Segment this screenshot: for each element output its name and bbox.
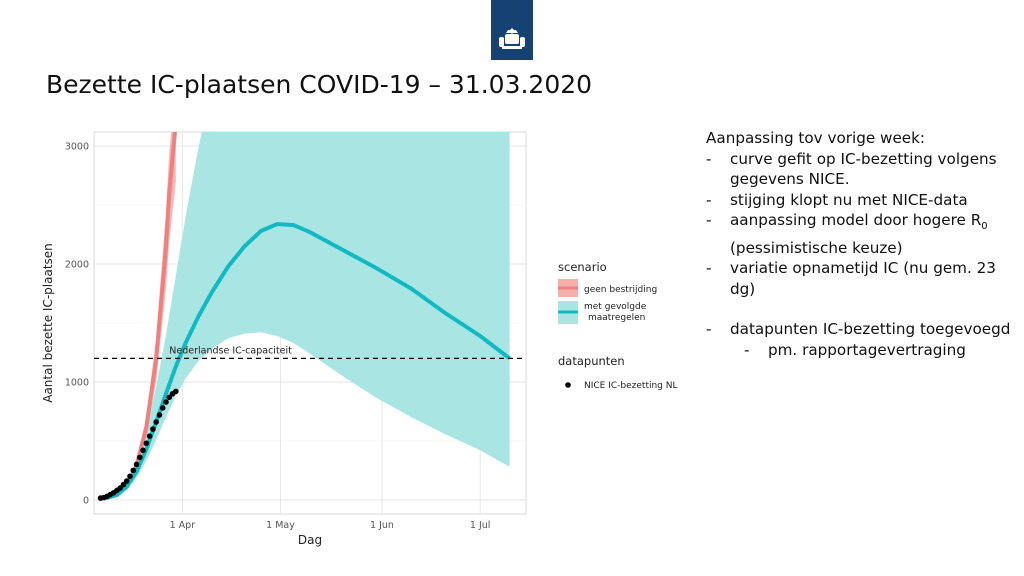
data-point bbox=[130, 467, 137, 474]
data-point bbox=[163, 399, 169, 405]
data-point bbox=[146, 433, 153, 439]
y-tick-label: 1000 bbox=[65, 377, 89, 388]
y-tick-label: 2000 bbox=[65, 260, 89, 271]
legend-label: met gevolgde maatregelen bbox=[584, 302, 647, 323]
data-point bbox=[143, 440, 150, 447]
note-item: - curve gefit op IC-bezetting volgens geg… bbox=[706, 149, 1016, 190]
x-tick-label: 1 Jun bbox=[370, 520, 394, 531]
legend-key-point bbox=[565, 382, 571, 388]
note-item: - variatie opnametijd IC (nu gem. 23 dg) bbox=[706, 258, 1016, 299]
x-tick-label: 1 Apr bbox=[170, 520, 196, 531]
legend-title-datapunten: datapunten bbox=[558, 354, 625, 368]
note-item: - datapunten IC-bezetting toegevoegd bbox=[706, 320, 1011, 339]
legend-label: NICE IC-bezetting NL bbox=[584, 381, 678, 391]
data-point bbox=[137, 454, 143, 461]
data-point bbox=[159, 405, 166, 411]
x-tick-label: 1 Jul bbox=[470, 520, 491, 531]
notes-panel: Aanpassing tov vorige week: - curve gefit… bbox=[706, 128, 1016, 360]
series-area bbox=[94, 132, 526, 501]
data-point bbox=[127, 473, 133, 480]
notes-heading: Aanpassing tov vorige week: bbox=[706, 129, 926, 147]
note-text: variatie opnametijd IC (nu gem. 23 dg) bbox=[730, 259, 996, 298]
data-point bbox=[173, 388, 179, 395]
note-text: aanpassing model door hogere R bbox=[730, 211, 982, 229]
data-point bbox=[156, 412, 163, 418]
data-point bbox=[123, 478, 130, 484]
data-point bbox=[120, 481, 127, 488]
data-point bbox=[150, 426, 156, 432]
legend-label: geen bestrijding bbox=[584, 285, 657, 295]
note-text: pm. rapportagevertraging bbox=[768, 340, 966, 359]
note-text: stijging klopt nu met NICE-data bbox=[730, 190, 968, 209]
band-met-gevolgde-maatregelen bbox=[103, 132, 510, 500]
line-met-gevolgde-maatregelen bbox=[103, 221, 511, 501]
note-subitem: - pm. rapportagevertraging bbox=[744, 340, 966, 359]
x-tick-label: 1 May bbox=[266, 520, 295, 531]
data-point bbox=[117, 485, 123, 491]
capacity-label: Nederlandse IC-capaciteit bbox=[169, 345, 292, 356]
y-axis-label: Aantal bezette IC-plaatsen bbox=[41, 243, 55, 403]
y-tick-label: 3000 bbox=[65, 142, 89, 153]
data-point bbox=[140, 447, 146, 454]
data-point bbox=[166, 394, 173, 401]
note-text: curve gefit op IC-bezetting volgens gege… bbox=[730, 149, 997, 189]
note-item: - stijging klopt nu met NICE-data bbox=[706, 190, 968, 209]
legend-title-scenario: scenario bbox=[558, 260, 607, 274]
note-text-r0: aanpassing model door hogere R0 (pessimi… bbox=[730, 210, 1016, 258]
government-logo bbox=[491, 0, 533, 60]
y-tick-label: 0 bbox=[83, 495, 89, 506]
data-point bbox=[153, 419, 159, 425]
slide-title: Bezette IC-plaatsen COVID-19 – 31.03.202… bbox=[46, 70, 593, 99]
ic-occupancy-chart: Nederlandse IC-capaciteit 0 1000 2000 3000 1… bbox=[41, 131, 678, 547]
note-item: - aanpassing model door hogere R0 (pessi… bbox=[706, 210, 1016, 258]
note-text: datapunten IC-bezetting toegevoegd bbox=[730, 320, 1011, 339]
data-point bbox=[133, 461, 140, 468]
note-text-suffix: (pessimistische keuze) bbox=[730, 238, 903, 257]
subscript-zero: 0 bbox=[981, 221, 988, 233]
x-axis-label: Dag bbox=[298, 533, 322, 547]
